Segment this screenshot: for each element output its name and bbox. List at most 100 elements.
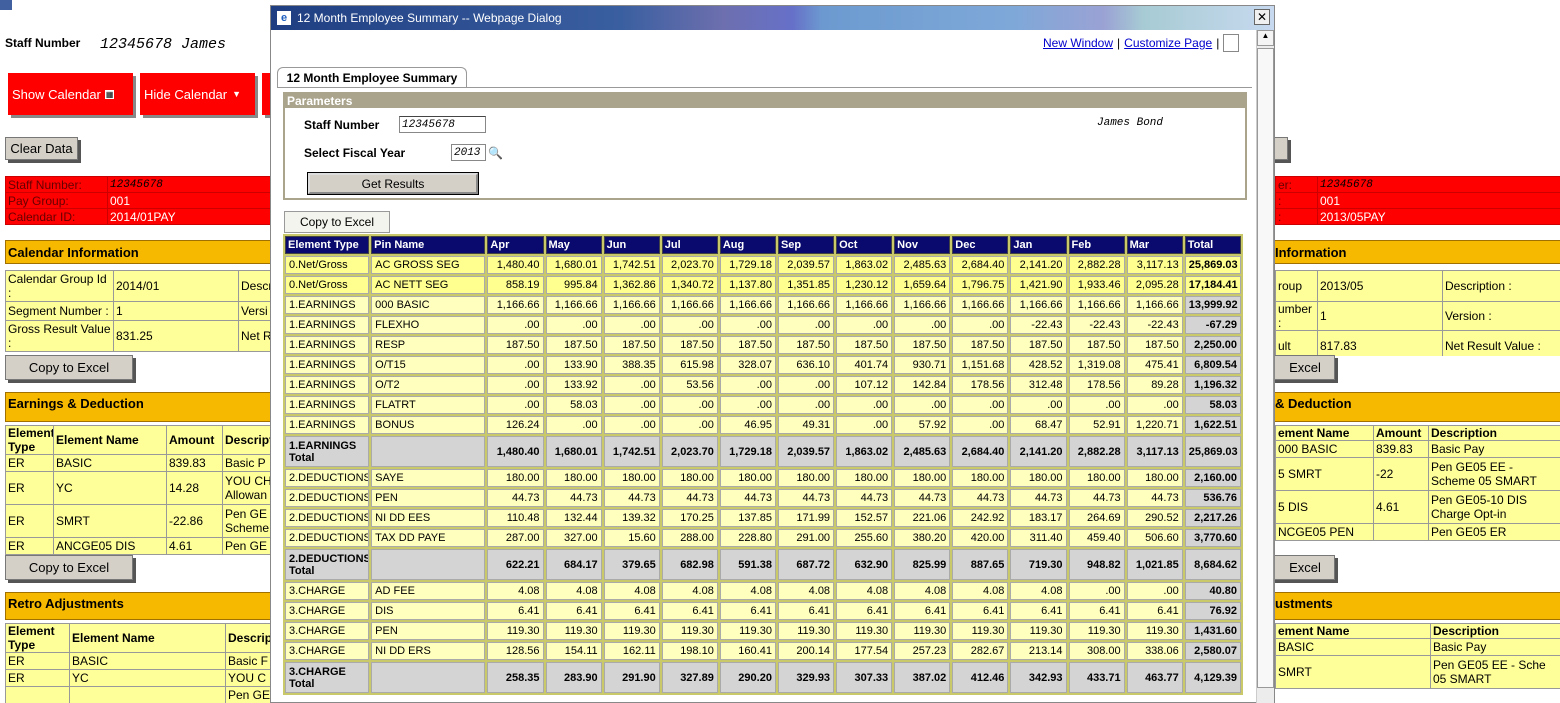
staff-header-table: Staff Number:12345678Pay Group:001Calend… (5, 176, 272, 225)
table-cell: 817.83 (1318, 331, 1443, 357)
table-cell: 1.EARNINGS (285, 356, 369, 374)
copy-to-excel-button[interactable]: Copy to Excel (284, 211, 390, 233)
table-cell: 536.76 (1185, 489, 1241, 507)
table-cell (1374, 524, 1429, 541)
table-cell: Pen GE05 EE - Sche 05 SMART (1431, 656, 1560, 689)
table-row: 2.DEDUCTIONSTAX DD PAYE287.00327.0015.60… (285, 529, 1241, 547)
staff-input[interactable]: 12345678 (399, 116, 486, 133)
table-cell: 200.14 (778, 642, 834, 660)
table-cell: 162.11 (604, 642, 660, 660)
table-cell: 6.41 (487, 602, 543, 620)
table-cell: 1,796.75 (952, 276, 1008, 294)
close-button[interactable]: ✕ (1254, 9, 1270, 25)
table-cell: 001 (108, 193, 273, 209)
table-cell: Basic Pay (1429, 441, 1560, 458)
table-cell: 221.06 (894, 509, 950, 527)
scrollbar[interactable]: ▲ (1256, 30, 1274, 703)
table-cell: 180.00 (836, 469, 892, 487)
table-cell: NI DD ERS (371, 642, 485, 660)
table-cell: 636.10 (778, 356, 834, 374)
table-cell: 213.14 (1010, 642, 1066, 660)
table-cell: 4.08 (836, 582, 892, 600)
table-cell: Calendar ID: (6, 209, 108, 225)
table-cell: 52.91 (1069, 416, 1125, 434)
table-cell: 4.08 (604, 582, 660, 600)
table-cell: 1.EARNINGS (285, 416, 369, 434)
table-row: ERSMRT-22.86Pen GE Scheme (6, 505, 273, 538)
ie-icon: e (277, 11, 291, 25)
table-cell: 44.73 (720, 489, 776, 507)
right-panel: er:12345678:001:2013/05PAY Information r… (1275, 0, 1560, 703)
table-cell: 420.00 (952, 529, 1008, 547)
table-cell: 1 (114, 302, 239, 321)
table-cell: 152.57 (836, 509, 892, 527)
staff-label: Staff Number (5, 36, 80, 50)
table-cell: 1,933.46 (1069, 276, 1125, 294)
table-cell: 53.56 (662, 376, 718, 394)
table-row: :001 (1276, 193, 1560, 209)
button-partial[interactable] (1275, 137, 1288, 160)
table-cell: 110.48 (487, 509, 543, 527)
table-cell: SAYE (371, 469, 485, 487)
table-cell: Basic Pay (1431, 639, 1560, 656)
earnings-box: ement NameAmountDescription000 BASIC839.… (1275, 425, 1560, 555)
table-cell: DIS (371, 602, 485, 620)
table-cell: 387.02 (894, 662, 950, 693)
copy-to-excel-button[interactable]: Copy to Excel (5, 555, 133, 580)
tab[interactable]: 12 Month Employee Summary (277, 67, 467, 87)
copy-to-excel-button[interactable]: Excel (1275, 355, 1335, 380)
table-row: ult817.83Net Result Value : (1276, 331, 1560, 357)
table-row: 2.DEDUCTIONS Total622.21684.17379.65682.… (285, 549, 1241, 580)
help-icon[interactable] (1223, 34, 1239, 52)
show-calendar-button[interactable]: Show Calendar▦ (8, 73, 133, 115)
hide-calendar-button[interactable]: Hide Calendar▼ (140, 73, 255, 115)
table-cell: RESP (371, 336, 485, 354)
table-cell: 119.30 (778, 622, 834, 640)
column-header: ement Name (1276, 624, 1431, 639)
table-cell: 930.71 (894, 356, 950, 374)
table-cell: 380.20 (894, 529, 950, 547)
table-cell: 1,742.51 (604, 256, 660, 274)
table-cell: 119.30 (1127, 622, 1183, 640)
table-cell: 4.08 (546, 582, 602, 600)
table-cell: O/T15 (371, 356, 485, 374)
table-cell: 308.00 (1069, 642, 1125, 660)
copy-to-excel-button[interactable]: Copy to Excel (5, 355, 133, 380)
table-cell: 6.41 (836, 602, 892, 620)
scroll-thumb[interactable] (1257, 48, 1274, 688)
table-row: er:12345678 (1276, 177, 1560, 193)
table-cell: 57.92 (894, 416, 950, 434)
table-cell: 183.17 (1010, 509, 1066, 527)
table-cell: 180.00 (894, 469, 950, 487)
table-cell: 264.69 (1069, 509, 1125, 527)
new-window-link[interactable]: New Window (1043, 36, 1113, 50)
search-icon[interactable]: 🔍 (488, 146, 503, 160)
table-row: 1.EARNINGS Total1,480.401,680.011,742.51… (285, 436, 1241, 467)
table-cell: 187.50 (720, 336, 776, 354)
year-input[interactable]: 2013 (451, 144, 486, 161)
table-cell: 49.31 (778, 416, 834, 434)
table-cell: 2,141.20 (1010, 256, 1066, 274)
table-cell: 6.41 (894, 602, 950, 620)
calendar-box: Calendar Group Id :2014/01DescrSegment N… (5, 270, 272, 356)
table-cell: NCGE05 PEN (1276, 524, 1374, 541)
table-cell: YC (54, 472, 167, 505)
table-row: 3.CHARGENI DD ERS128.56154.11162.11198.1… (285, 642, 1241, 660)
table-cell: 1,729.18 (720, 436, 776, 467)
table-cell: ult (1276, 331, 1318, 357)
dropdown-arrow: ▼ (232, 89, 241, 99)
scroll-up[interactable]: ▲ (1257, 30, 1274, 46)
column-header: Jan (1010, 236, 1066, 254)
table-cell: 2,141.20 (1010, 436, 1066, 467)
customize-page-link[interactable]: Customize Page (1124, 36, 1212, 50)
table-cell: roup (1276, 271, 1318, 302)
summary-table: Element TypePin NameAprMayJunJulAugSepOc… (283, 234, 1243, 695)
clear-data-button[interactable]: Clear Data (5, 137, 78, 160)
table-cell: 126.24 (487, 416, 543, 434)
table-row: 1.EARNINGSO/T15.00133.90388.35615.98328.… (285, 356, 1241, 374)
copy-to-excel-button[interactable]: Excel (1275, 555, 1335, 580)
table-row: Calendar Group Id :2014/01Descr (6, 271, 273, 302)
get-results-button[interactable]: Get Results (308, 173, 478, 194)
column-header: Pin Name (371, 236, 485, 254)
table-cell: .00 (778, 376, 834, 394)
